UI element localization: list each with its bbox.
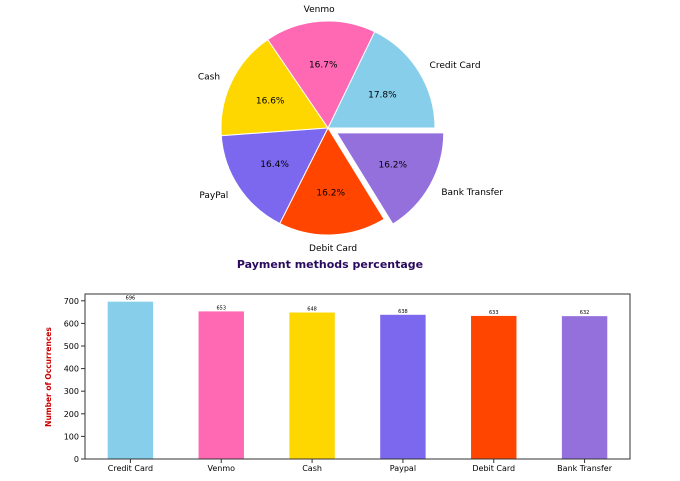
x-axis-tick-label: Bank Transfer: [557, 464, 613, 473]
x-axis-tick-label: Paypal: [390, 464, 416, 473]
pie-slice-credit-card: [327, 31, 436, 129]
bar-paypal: [380, 314, 426, 459]
x-axis-tick-label: Debit Card: [472, 464, 515, 473]
bar-value-label: 638: [398, 309, 408, 315]
pie-slice-category-label: Cash: [198, 72, 220, 82]
pie-slice-category-label: Debit Card: [309, 244, 357, 254]
bar-value-label: 696: [126, 296, 136, 302]
bar-cash: [289, 312, 335, 459]
bar-value-label: 632: [580, 310, 590, 316]
pie-slice-percent-label: 16.2%: [316, 189, 345, 199]
pie-slice-percent-label: 16.6%: [256, 97, 285, 107]
pie-chart: 17.8% Credit Card 16.7% Venmo 16.6% Cash 16.4%…: [198, 5, 503, 254]
bar-value-label: 633: [489, 310, 499, 316]
bar-chart-y-axis-label: Number of Occurrences: [44, 327, 53, 427]
bar-value-label: 653: [216, 305, 226, 311]
bar-value-label: 648: [307, 307, 317, 313]
y-axis-tick-label: 500: [64, 342, 79, 351]
pie-slice-percent-label: 16.7%: [309, 60, 338, 70]
pie-slice-percent-label: 17.8%: [368, 90, 397, 100]
bar-credit-card: [107, 301, 154, 459]
pie-slice-category-label: Venmo: [304, 5, 335, 15]
pie-slice-venmo: [266, 20, 376, 129]
x-axis-tick-label: Cash: [302, 464, 322, 473]
bar-bank-transfer: [561, 316, 608, 459]
bar-plot-frame-overlay: [84, 293, 631, 460]
pie-slice-percent-label: 16.4%: [260, 160, 289, 170]
y-axis-tick-label: 300: [64, 387, 79, 396]
x-axis-tick-label: Credit Card: [108, 464, 153, 473]
y-axis-tick-label: 100: [64, 432, 79, 441]
y-axis-tick-label: 400: [64, 365, 79, 374]
pie-slice-percent-label: 16.2%: [378, 161, 407, 171]
bar-chart: 0 100 200 300 400 500 600 700 696 Credit Card 653 V…: [64, 293, 631, 473]
bar-venmo: [198, 311, 244, 459]
pie-slice-category-label: PayPal: [199, 191, 228, 201]
pie-slice-cash: [220, 38, 329, 137]
bar-plot-frame: [84, 293, 631, 460]
pie-slice-bank-transfer: [335, 132, 445, 225]
y-axis-tick-label: 200: [64, 410, 79, 419]
y-axis-tick-label: 700: [64, 297, 79, 306]
pie-slice-category-label: Bank Transfer: [441, 188, 503, 198]
y-axis-tick-label: 600: [64, 319, 79, 328]
x-axis-tick-label: Venmo: [207, 464, 235, 473]
pie-chart-title: Payment methods percentage: [237, 258, 423, 271]
pie-slice-category-label: Credit Card: [430, 61, 481, 71]
bar-debit-card: [471, 315, 517, 459]
pie-slice-paypal: [220, 127, 329, 225]
y-axis-tick-label: 0: [74, 455, 79, 464]
pie-slice-debit-card: [279, 126, 385, 236]
